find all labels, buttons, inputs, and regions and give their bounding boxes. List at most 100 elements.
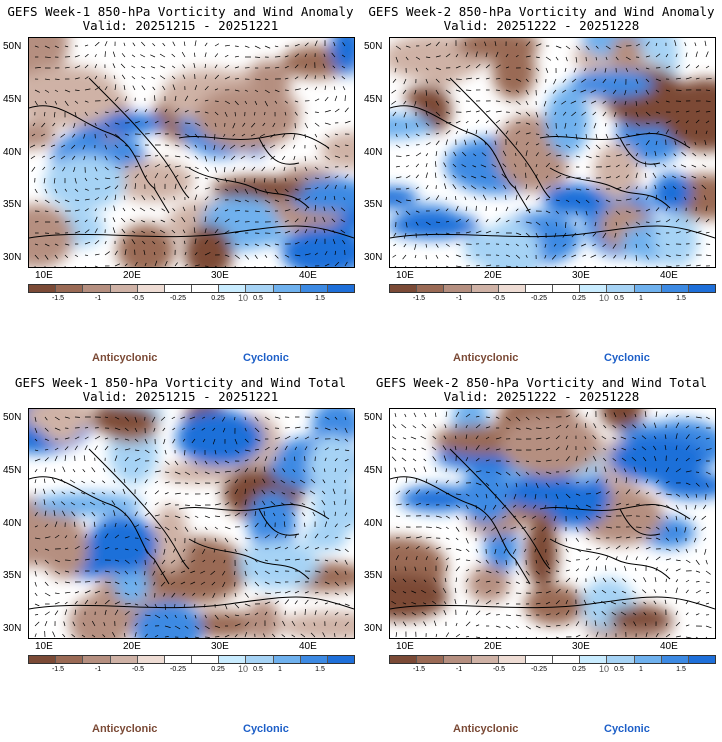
- wind-vector: [415, 133, 420, 137]
- wind-vector: [194, 515, 199, 518]
- wind-vector: [545, 199, 550, 201]
- wind-vector: [590, 89, 597, 93]
- wind-vector: [212, 559, 216, 563]
- wind-vector: [435, 526, 442, 529]
- wind-vector: [91, 634, 96, 638]
- vorticity-region: [399, 485, 474, 513]
- wind-vector: [74, 65, 81, 69]
- wind-vector: [240, 144, 246, 148]
- wind-vector: [144, 175, 148, 179]
- wind-vector: [42, 166, 46, 171]
- wind-vector: [294, 254, 301, 257]
- wind-vector: [64, 581, 70, 584]
- wind-vector: [164, 636, 169, 638]
- wind-vector: [493, 186, 497, 190]
- wind-vector: [505, 100, 511, 104]
- wind-vector: [182, 229, 186, 234]
- wind-vector: [665, 207, 668, 212]
- wind-vector: [465, 457, 469, 462]
- wind-vector: [334, 570, 339, 576]
- wind-vector: [214, 53, 219, 58]
- wind-vector: [44, 536, 51, 539]
- wind-vector: [544, 254, 547, 259]
- wind-vector: [74, 188, 79, 192]
- wind-vector: [270, 133, 276, 138]
- wind-vector: [682, 186, 687, 190]
- wind-vector: [124, 559, 130, 564]
- wind-vector: [613, 111, 617, 117]
- wind-vector: [234, 220, 240, 223]
- wind-vector: [104, 599, 110, 605]
- colorbar-tick-label: -1: [94, 295, 102, 302]
- wind-vector: [505, 78, 511, 80]
- wind-vector: [344, 548, 349, 553]
- wind-vector: [425, 172, 428, 179]
- wind-vector: [545, 427, 550, 429]
- wind-vector: [515, 78, 522, 82]
- wind-vector: [324, 263, 330, 267]
- wind-vector: [332, 488, 336, 495]
- wind-vector: [545, 416, 550, 419]
- wind-vector: [32, 122, 36, 127]
- wind-vector: [181, 216, 186, 223]
- wind-vector: [114, 84, 117, 91]
- wind-vector: [415, 489, 421, 495]
- wind-vector: [302, 622, 306, 627]
- wind-vector: [495, 51, 499, 58]
- wind-vector: [230, 144, 236, 149]
- wind-vector: [344, 459, 349, 462]
- wind-vector: [34, 188, 38, 194]
- wind-vector: [442, 445, 447, 451]
- longitude-label: 40E: [660, 641, 678, 652]
- wind-vector: [213, 548, 216, 553]
- wind-vector: [184, 471, 191, 476]
- colorbar: [389, 284, 716, 293]
- vorticity-region: [87, 515, 158, 574]
- wind-vector: [43, 177, 46, 184]
- wind-vector: [234, 210, 240, 212]
- wind-vector: [461, 175, 467, 179]
- wind-vector: [51, 489, 56, 495]
- wind-vector: [585, 144, 591, 150]
- wind-vector: [445, 411, 448, 418]
- latitude-label: 35N: [3, 570, 22, 581]
- wind-vector: [455, 537, 459, 541]
- wind-vector: [405, 477, 408, 484]
- wind-vector: [465, 89, 472, 91]
- wind-vector: [502, 515, 507, 519]
- wind-vector: [241, 133, 246, 137]
- wind-vector: [144, 614, 151, 617]
- wind-vector: [635, 197, 640, 201]
- wind-vector: [461, 151, 467, 157]
- wind-vector: [485, 230, 492, 234]
- colorbar-swatch: [273, 285, 301, 292]
- wind-vector: [204, 636, 210, 638]
- wind-vector: [113, 205, 116, 212]
- wind-vector: [605, 556, 609, 561]
- wind-vector: [615, 133, 620, 139]
- wind-vector: [204, 614, 207, 619]
- wind-vector: [445, 537, 450, 540]
- wind-vector: [214, 471, 220, 474]
- wind-vector: [94, 253, 100, 256]
- wind-vector: [94, 436, 101, 440]
- wind-vector: [402, 89, 407, 95]
- wind-vector: [54, 416, 60, 421]
- wind-vector: [395, 526, 400, 528]
- wind-vector: [114, 144, 119, 149]
- panel-valid-dates: Valid: 20251222 - 20251228: [443, 389, 640, 404]
- wind-vector: [405, 144, 410, 147]
- wind-vector: [54, 45, 59, 48]
- wind-vector: [344, 621, 349, 627]
- wind-vector: [184, 155, 190, 159]
- wind-vector: [204, 515, 211, 519]
- wind-vector: [190, 570, 196, 574]
- wind-vector: [194, 122, 201, 126]
- wind-vector: [343, 197, 346, 201]
- wind-vector: [134, 165, 139, 168]
- wind-vector: [425, 556, 428, 561]
- wind-vector: [52, 500, 56, 506]
- wind-vector: [214, 449, 217, 455]
- wind-vector: [583, 122, 587, 127]
- wind-vector: [134, 467, 138, 473]
